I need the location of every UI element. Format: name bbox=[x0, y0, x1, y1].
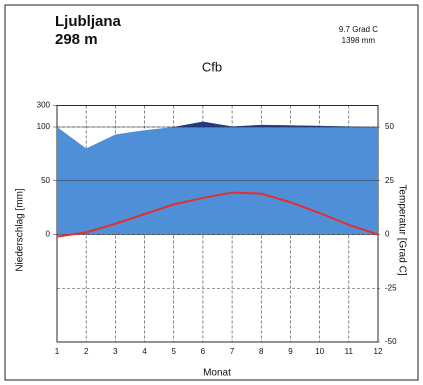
y-tick-label: 50 bbox=[41, 176, 50, 185]
precipitation-high bbox=[57, 121, 378, 127]
x-tick-label: 3 bbox=[113, 347, 118, 356]
x-tick-label: 9 bbox=[288, 347, 293, 356]
y2-tick-label: 25 bbox=[385, 176, 394, 185]
x-tick-label: 4 bbox=[142, 347, 147, 356]
y2-tick-label: 50 bbox=[385, 122, 394, 131]
x-tick-label: 11 bbox=[345, 347, 354, 356]
y2-tick-label: 0 bbox=[385, 230, 390, 239]
temperature-line bbox=[56, 191, 379, 238]
elevation: 298 m bbox=[55, 31, 98, 48]
y2-label: Temperatur [Grad C] bbox=[396, 184, 407, 275]
y2-tick-label: -25 bbox=[385, 283, 397, 292]
y-tick-label: 300 bbox=[37, 101, 51, 110]
y2-tick-label: -50 bbox=[385, 337, 397, 346]
x-tick-label: 1 bbox=[55, 347, 60, 356]
y-label: Niederschlag [mm] bbox=[15, 188, 26, 272]
y-tick-label: 0 bbox=[46, 230, 51, 239]
annual-precipitation: 1398 mm bbox=[342, 36, 376, 45]
y-tick-label: 100 bbox=[37, 122, 51, 131]
x-tick-label: 10 bbox=[315, 347, 324, 356]
x-tick-label: 8 bbox=[259, 347, 264, 356]
x-tick-label: 2 bbox=[84, 347, 89, 356]
precipitation-area bbox=[57, 121, 378, 235]
x-label: Monat bbox=[203, 368, 231, 379]
x-tick-label: 5 bbox=[172, 347, 177, 356]
chart-title: Cfb bbox=[202, 59, 222, 74]
x-tick-label: 7 bbox=[230, 347, 235, 356]
annual-temperature: 9.7 Grad C bbox=[339, 25, 378, 34]
x-tick-label: 6 bbox=[201, 347, 206, 356]
x-tick-label: 12 bbox=[374, 347, 383, 356]
station: Ljubljana bbox=[55, 13, 121, 30]
